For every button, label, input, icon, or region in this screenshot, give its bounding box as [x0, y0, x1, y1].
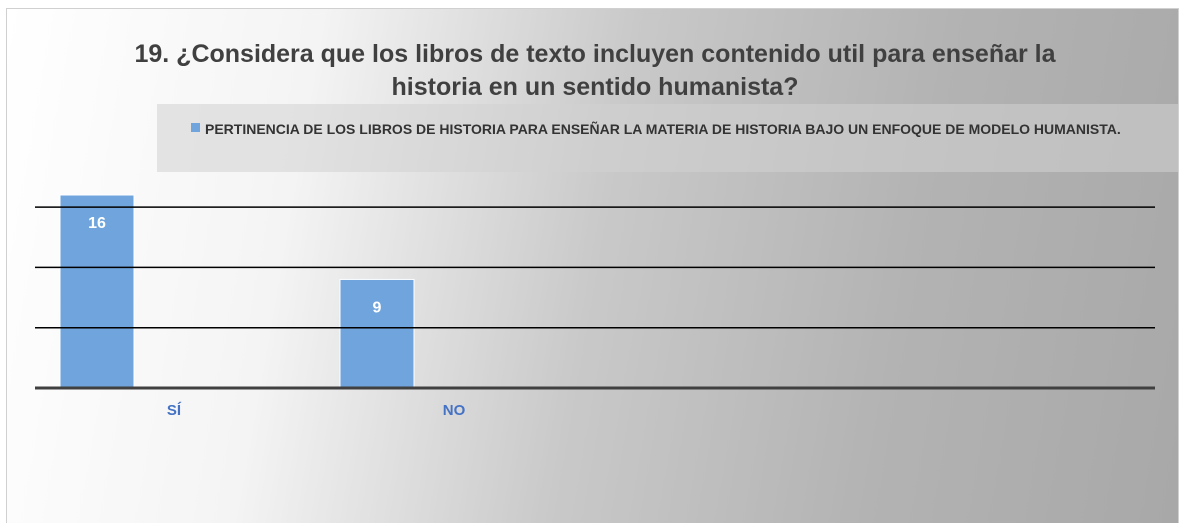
bar — [339, 278, 415, 389]
legend-label: PERTINENCIA DE LOS LIBROS DE HISTORIA PA… — [205, 121, 1121, 137]
legend: PERTINENCIA DE LOS LIBROS DE HISTORIA PA… — [157, 104, 1179, 172]
chart-background — [6, 8, 1179, 523]
data-label: 9 — [373, 300, 382, 317]
data-label: 16 — [88, 215, 106, 232]
legend-swatch — [191, 123, 200, 132]
chart-title: 19. ¿Considera que los libros de texto i… — [134, 40, 1056, 101]
x-tick-label: SÍ — [167, 402, 182, 419]
bar — [59, 194, 135, 389]
x-tick-label: NO — [443, 402, 466, 419]
